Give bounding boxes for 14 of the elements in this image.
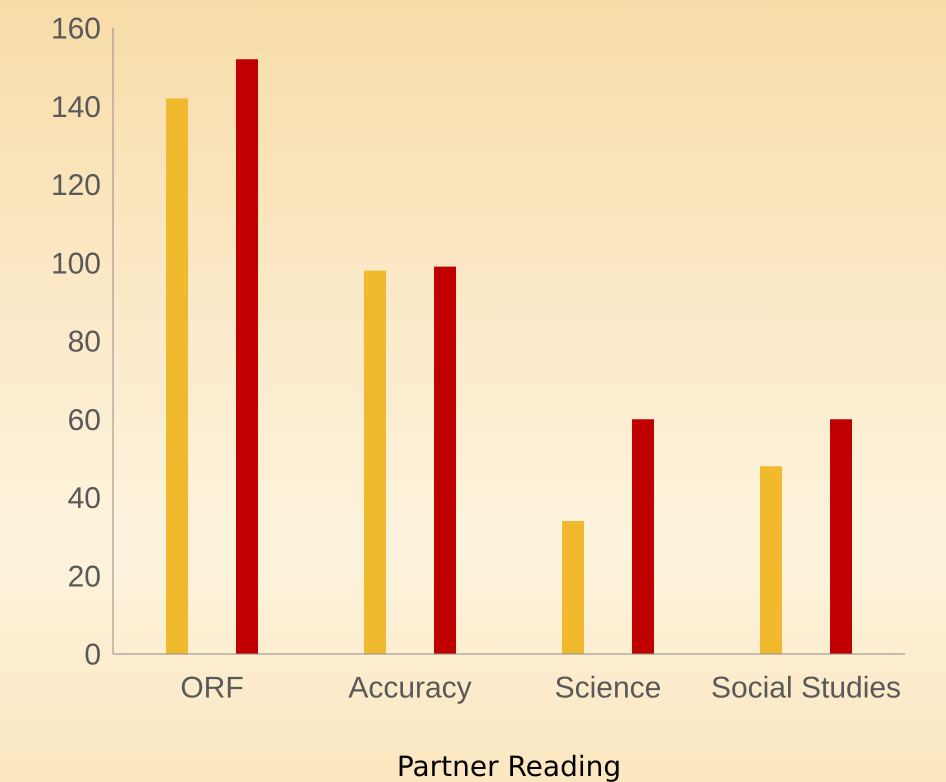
y-tick-label: 120 — [50, 169, 101, 202]
y-tick-label: 60 — [68, 404, 101, 437]
y-tick-label: 140 — [50, 90, 101, 124]
x-tick-label: Accuracy — [348, 671, 472, 704]
y-tick-label: 160 — [50, 12, 101, 46]
x-tick-label: ORF — [180, 671, 244, 704]
y-tick-label: 100 — [50, 247, 101, 280]
y-tick-label: 40 — [68, 482, 101, 516]
y-tick-label: 80 — [68, 326, 101, 359]
x-tick-label: Science — [554, 671, 662, 704]
y-tick-label: 20 — [68, 560, 101, 594]
x-axis-title: Partner Reading — [396, 750, 622, 782]
y-tick-label: 0 — [84, 638, 101, 672]
x-tick-label: Social Studies — [710, 671, 902, 704]
